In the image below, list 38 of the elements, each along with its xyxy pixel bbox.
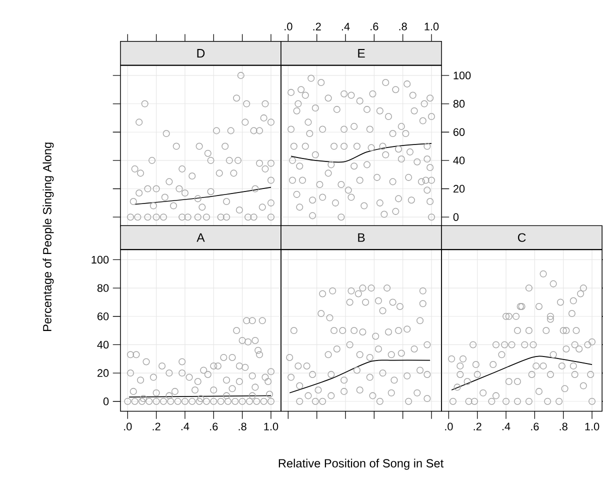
x-tick-label: 1.0 xyxy=(585,422,600,431)
x-tick-label: 1.0 xyxy=(424,22,439,31)
y-tick-label: 80 xyxy=(453,100,465,108)
y-tick-label: 40 xyxy=(97,340,109,349)
x-tick-label: .0 xyxy=(445,422,453,431)
y-tick-label: 0 xyxy=(103,398,109,406)
x-tick-label: 1.0 xyxy=(264,422,278,431)
chart-title: A xyxy=(196,233,205,242)
y-tick-label: 100 xyxy=(454,72,471,80)
x-tick-label: .6 xyxy=(370,22,378,31)
y-axis-title: Percentage of People Singing Along xyxy=(42,142,54,332)
y-tick-label: 40 xyxy=(453,156,465,164)
chart-title: B xyxy=(358,233,365,242)
chart-title: E xyxy=(358,49,365,58)
x-tick-label: .0 xyxy=(284,22,292,31)
x-tick-label: .2 xyxy=(313,22,321,31)
x-tick-label: .2 xyxy=(474,422,482,430)
y-tick-label: 60 xyxy=(453,128,465,136)
x-tick-label: .6 xyxy=(531,422,539,431)
chart-title: C xyxy=(518,233,526,242)
y-tick-label: 20 xyxy=(98,369,109,378)
x-tick-label: .2 xyxy=(152,422,160,430)
y-tick-label: 20 xyxy=(453,185,465,193)
x-tick-label: .4 xyxy=(181,422,190,430)
y-tick-label: 0 xyxy=(453,213,459,222)
y-tick-label: 60 xyxy=(98,312,109,320)
y-tick-label: 80 xyxy=(97,284,109,292)
x-tick-label: .0 xyxy=(124,422,132,431)
x-tick-label: .8 xyxy=(238,422,246,431)
y-tick-label: 100 xyxy=(92,256,109,264)
x-tick-label: .4 xyxy=(342,23,350,31)
x-tick-label: .4 xyxy=(502,422,510,430)
line-series xyxy=(290,143,432,163)
x-tick-label: .8 xyxy=(560,422,568,431)
x-tick-label: .6 xyxy=(210,422,218,431)
x-tick-label: .8 xyxy=(399,22,407,31)
x-axis-title: Relative Position of Song in Set xyxy=(278,458,444,470)
chart-title: D xyxy=(197,49,205,58)
